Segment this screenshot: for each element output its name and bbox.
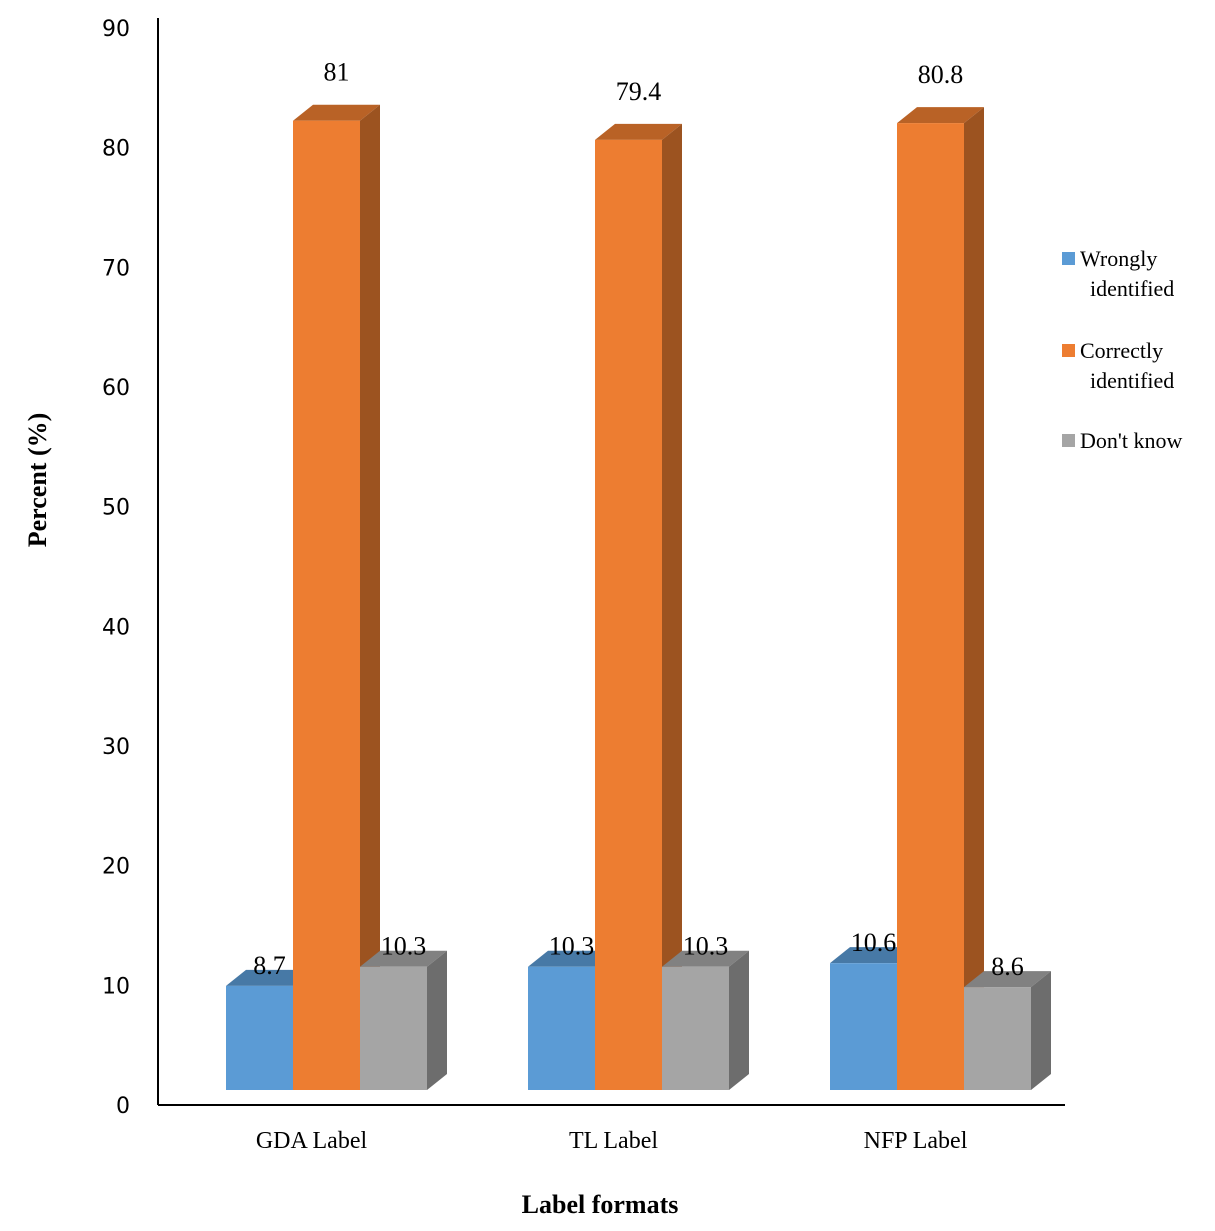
- bar-top-face: [964, 971, 1051, 988]
- legend-entry: Correctly identified: [1062, 338, 1174, 393]
- bar-top-face: [830, 947, 917, 964]
- data-label: 10.3: [381, 932, 427, 961]
- bar-front-face: [226, 985, 293, 1090]
- y-tick-label: 80: [102, 137, 130, 162]
- data-label: 8.7: [253, 951, 286, 980]
- legend-swatch: [1062, 252, 1075, 265]
- bar-front-face: [595, 139, 662, 1090]
- bar-top-face: [662, 950, 749, 967]
- bar-side-face: [662, 123, 682, 1090]
- bar-side-face: [729, 950, 749, 1090]
- bar-top-face: [360, 950, 447, 967]
- bar-don-t-know-nfp-label: [964, 971, 1051, 1090]
- bar-top-face: [897, 107, 984, 124]
- legend-swatch: [1062, 434, 1075, 447]
- bar-top-face: [226, 969, 313, 986]
- bar-front-face: [662, 966, 729, 1090]
- legend-label: Correctly identified: [1080, 338, 1174, 393]
- bar-side-face: [1031, 971, 1051, 1090]
- bar-correctly-identified-tl-label: [595, 123, 682, 1090]
- bar-front-face: [964, 987, 1031, 1090]
- y-tick-label: 60: [102, 376, 130, 401]
- y-tick-label: 70: [102, 256, 130, 281]
- y-tick-label: 40: [102, 615, 130, 640]
- y-tick-label: 50: [102, 496, 130, 521]
- y-tick-labels: 0 10 20 30 40 50 60 70 80 90: [102, 17, 130, 1119]
- bar-side-face: [427, 950, 447, 1090]
- data-label: 10.3: [683, 932, 729, 961]
- bar-correctly-identified-nfp-label: [897, 107, 984, 1091]
- bar-don-t-know-gda-label: [360, 950, 447, 1090]
- bar-front-face: [293, 120, 360, 1090]
- x-axis-title: Label formats: [522, 1190, 679, 1219]
- data-label: 81: [324, 58, 350, 87]
- bar-top-face: [595, 123, 682, 140]
- bar-side-face: [964, 107, 984, 1091]
- data-label: 80.8: [918, 60, 964, 89]
- x-tick-label: TL Label: [569, 1128, 658, 1154]
- bar-side-face: [360, 104, 380, 1090]
- data-label: 10.3: [549, 932, 595, 961]
- bar-front-face: [830, 963, 897, 1090]
- data-labels: 8.7 81 10.3 10.3 79.4 10.3 10.6 80.8 8.6: [253, 58, 1024, 981]
- y-tick-label: 0: [116, 1094, 130, 1119]
- x-tick-label: NFP Label: [864, 1128, 968, 1154]
- data-label: 8.6: [991, 952, 1024, 981]
- bar-front-face: [360, 966, 427, 1090]
- x-tick-label: GDA Label: [256, 1128, 368, 1154]
- y-tick-label: 20: [102, 855, 130, 880]
- legend-entry: Wrongly identified: [1062, 246, 1174, 301]
- bar-correctly-identified-gda-label: [293, 104, 380, 1090]
- bar-front-face: [897, 123, 964, 1091]
- legend: Wrongly identified Correctly identified Don'…: [1062, 246, 1182, 453]
- x-tick-labels: GDA Label TL Label NFP Label: [256, 1128, 968, 1154]
- legend-label: Wrongly identified: [1080, 246, 1174, 301]
- legend-label: Don't know: [1080, 428, 1182, 453]
- bar-front-face: [528, 966, 595, 1090]
- bar-top-face: [528, 950, 615, 967]
- data-label: 79.4: [616, 77, 662, 106]
- legend-swatch: [1062, 344, 1075, 357]
- data-label: 10.6: [851, 928, 897, 957]
- y-tick-label: 10: [102, 974, 130, 999]
- bar-don-t-know-tl-label: [662, 950, 749, 1090]
- y-tick-label: 90: [102, 17, 130, 42]
- bars: [226, 104, 1051, 1091]
- y-axis-title: Percent (%): [23, 413, 52, 548]
- y-tick-label: 30: [102, 735, 130, 760]
- legend-entry: Don't know: [1062, 428, 1182, 453]
- bar-top-face: [293, 104, 380, 121]
